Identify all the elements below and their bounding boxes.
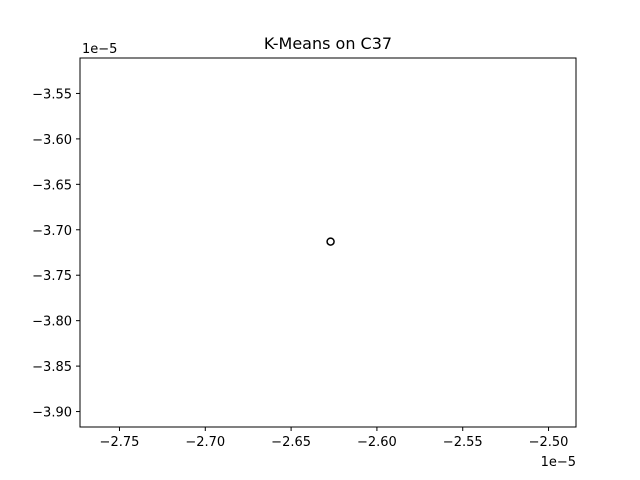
x-tick-label: −2.75 bbox=[100, 435, 140, 450]
y-tick-label: −3.85 bbox=[32, 360, 72, 375]
x-axis-offset-label: 1e−5 bbox=[541, 455, 576, 470]
x-tick-label: −2.70 bbox=[185, 435, 225, 450]
x-tick-label: −2.55 bbox=[443, 435, 483, 450]
data-point bbox=[326, 237, 335, 246]
y-axis: −3.55 −3.60 −3.65 −3.70 −3.75 −3.80 −3.85 −3.90 bbox=[32, 87, 80, 421]
y-axis-offset-label: 1e−5 bbox=[82, 42, 117, 57]
x-tick-label: −2.65 bbox=[271, 435, 311, 450]
chart-title: K-Means on C37 bbox=[264, 34, 392, 53]
y-tick-label: −3.65 bbox=[32, 178, 72, 193]
scatter-points bbox=[326, 237, 335, 246]
y-tick-label: −3.60 bbox=[32, 133, 72, 148]
y-tick-label: −3.75 bbox=[32, 269, 72, 284]
y-tick-label: −3.90 bbox=[32, 406, 72, 421]
x-tick-label: −2.60 bbox=[357, 435, 397, 450]
plot-area-frame bbox=[79, 57, 577, 428]
y-tick-label: −3.80 bbox=[32, 315, 72, 330]
y-tick-label: −3.70 bbox=[32, 224, 72, 239]
y-tick-label: −3.55 bbox=[32, 87, 72, 102]
x-tick-label: −2.50 bbox=[529, 435, 569, 450]
x-axis: −2.75 −2.70 −2.65 −2.60 −2.55 −2.50 bbox=[100, 427, 569, 450]
